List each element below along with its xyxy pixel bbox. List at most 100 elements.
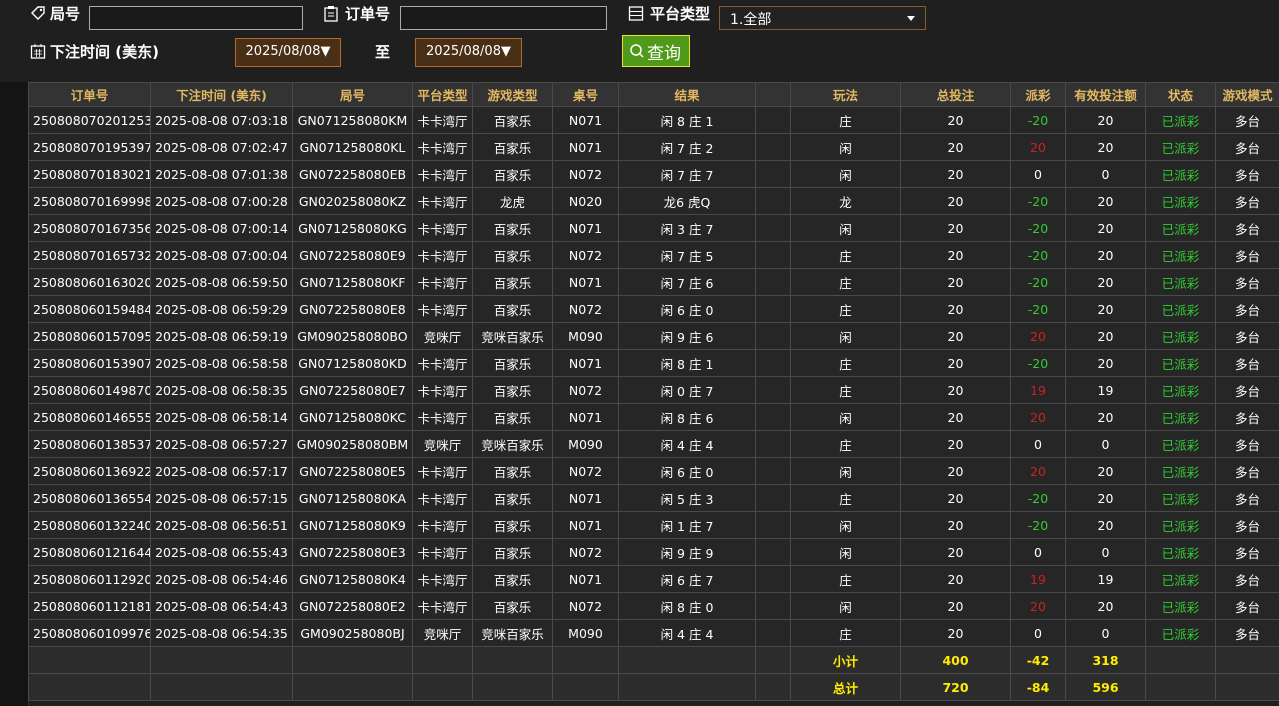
cell xyxy=(755,403,791,431)
cell: 20 xyxy=(1065,511,1146,539)
cell: 250808060112181 xyxy=(28,592,151,620)
cell: 卡卡湾厅 xyxy=(412,295,473,323)
cell: 2025-08-08 06:57:15 xyxy=(150,484,293,512)
data-row: 250808060112920 2025-08-08 06:54:46 GN0712… xyxy=(28,565,1279,593)
cell: 已派彩 xyxy=(1145,430,1216,458)
cell xyxy=(618,646,756,674)
cell: 竞咪百家乐 xyxy=(472,430,553,458)
cell: 250808060112920 xyxy=(28,565,151,593)
cell xyxy=(755,430,791,458)
round-input[interactable] xyxy=(89,6,303,30)
cell: -20 xyxy=(1010,214,1066,242)
query-text: 查询 xyxy=(647,44,681,64)
cell: GN071258080KG xyxy=(292,214,413,242)
cell: 已派彩 xyxy=(1145,403,1216,431)
cell xyxy=(755,592,791,620)
header-cell: 有效投注额 xyxy=(1065,82,1146,107)
cell: 2025-08-08 06:54:43 xyxy=(150,592,293,620)
cell: 多台 xyxy=(1215,592,1279,620)
cell: 闲 4 庄 4 xyxy=(618,430,756,458)
data-row: 250808070165732 2025-08-08 07:00:04 GN0722… xyxy=(28,241,1279,269)
cell: 闲 7 庄 5 xyxy=(618,241,756,269)
cell: 卡卡湾厅 xyxy=(412,133,473,161)
cell: 2025-08-08 06:57:17 xyxy=(150,457,293,485)
cell: N071 xyxy=(552,133,619,161)
cell: 卡卡湾厅 xyxy=(412,403,473,431)
cell: 闲 xyxy=(790,160,901,188)
cell: 已派彩 xyxy=(1145,322,1216,350)
platform-select[interactable]: 1.全部 xyxy=(719,6,926,30)
cell: 2025-08-08 06:59:29 xyxy=(150,295,293,323)
cell: N071 xyxy=(552,349,619,377)
cell xyxy=(1145,673,1216,701)
cell: GN072258080E3 xyxy=(292,538,413,566)
cell: 百家乐 xyxy=(472,214,553,242)
cell: 多台 xyxy=(1215,214,1279,242)
cell: 20 xyxy=(900,106,1011,134)
cell: 已派彩 xyxy=(1145,133,1216,161)
cell: 20 xyxy=(900,430,1011,458)
cell: 百家乐 xyxy=(472,133,553,161)
date-from[interactable]: 2025/08/08▼ xyxy=(235,38,341,67)
cell: 20 xyxy=(1065,106,1146,134)
cell: 竞咪厅 xyxy=(412,322,473,350)
cell: 多台 xyxy=(1215,349,1279,377)
cell: 卡卡湾厅 xyxy=(412,268,473,296)
cell: 闲 6 庄 0 xyxy=(618,295,756,323)
cell: 闲 xyxy=(790,322,901,350)
cell: -20 xyxy=(1010,187,1066,215)
header-cell: 桌号 xyxy=(552,82,619,107)
cell: GN072258080E7 xyxy=(292,376,413,404)
cell: 卡卡湾厅 xyxy=(412,214,473,242)
cell: 已派彩 xyxy=(1145,106,1216,134)
cell: 庄 xyxy=(790,106,901,134)
round-label: 局号 xyxy=(50,5,81,23)
cell: 250808060136554 xyxy=(28,484,151,512)
query-button[interactable]: 查询 xyxy=(622,35,690,67)
cell xyxy=(755,160,791,188)
cell: 已派彩 xyxy=(1145,457,1216,485)
cell: 已派彩 xyxy=(1145,187,1216,215)
order-input[interactable] xyxy=(400,6,607,30)
cell: M090 xyxy=(552,430,619,458)
cell: 20 xyxy=(900,511,1011,539)
cell: 2025-08-08 07:00:04 xyxy=(150,241,293,269)
cell: 百家乐 xyxy=(472,484,553,512)
cell xyxy=(755,565,791,593)
cell: 250808070183021 xyxy=(28,160,151,188)
cell: 卡卡湾厅 xyxy=(412,592,473,620)
cell: 20 xyxy=(1065,457,1146,485)
cell: 20 xyxy=(1010,322,1066,350)
cell: 250808070165732 xyxy=(28,241,151,269)
cell: N072 xyxy=(552,457,619,485)
sidebar-edge xyxy=(0,82,29,706)
cell: 多台 xyxy=(1215,241,1279,269)
cell: 闲 8 庄 0 xyxy=(618,592,756,620)
cell: 已派彩 xyxy=(1145,619,1216,647)
cell: 20 xyxy=(1010,133,1066,161)
cell: 2025-08-08 06:57:27 xyxy=(150,430,293,458)
date-to[interactable]: 2025/08/08▼ xyxy=(415,38,522,67)
cell: 20 xyxy=(1065,187,1146,215)
cell: 庄 xyxy=(790,484,901,512)
cell xyxy=(755,322,791,350)
cell: GM090258080BM xyxy=(292,430,413,458)
cell: 已派彩 xyxy=(1145,349,1216,377)
header-cell: 下注时间 (美东) xyxy=(150,82,293,107)
cell: 已派彩 xyxy=(1145,484,1216,512)
cell: 20 xyxy=(1065,133,1146,161)
cell: 250808070195397 xyxy=(28,133,151,161)
cell: 多台 xyxy=(1215,376,1279,404)
cell: 闲 7 庄 6 xyxy=(618,268,756,296)
cell: -20 xyxy=(1010,106,1066,134)
cell: 卡卡湾厅 xyxy=(412,187,473,215)
cell: 庄 xyxy=(790,376,901,404)
cell: 250808060149870 xyxy=(28,376,151,404)
cell: 多台 xyxy=(1215,160,1279,188)
cell: 20 xyxy=(900,349,1011,377)
cell: 闲 xyxy=(790,403,901,431)
cell: 20 xyxy=(900,268,1011,296)
cell: 庄 xyxy=(790,619,901,647)
cell: N071 xyxy=(552,214,619,242)
